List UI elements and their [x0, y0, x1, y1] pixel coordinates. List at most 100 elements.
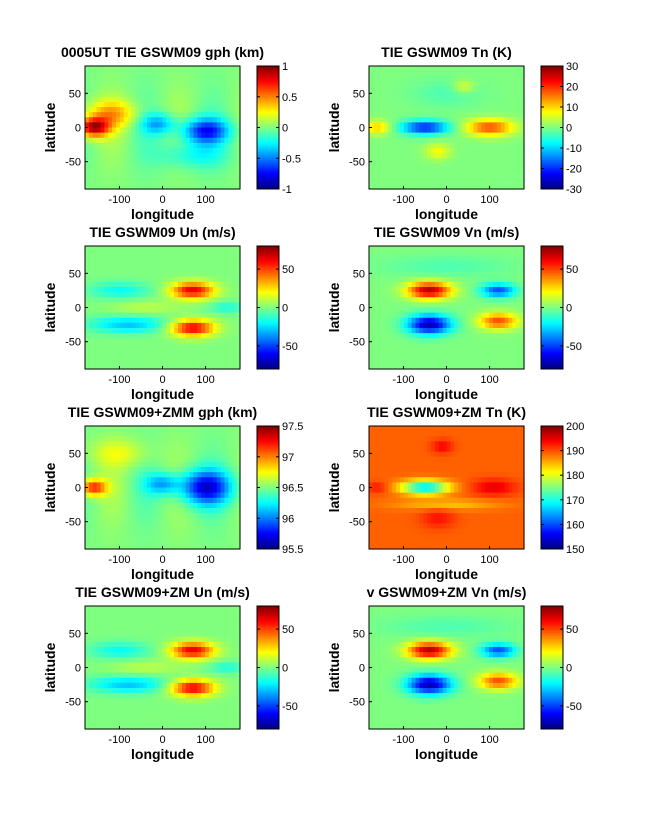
heatmap-cell [123, 86, 129, 93]
heatmap-cell [212, 173, 218, 180]
heatmap-cell [369, 81, 374, 88]
heatmap-cell [438, 132, 444, 139]
heatmap-cell [442, 137, 448, 144]
heatmap-cell [135, 502, 140, 509]
heatmap-cell [454, 266, 459, 273]
heatmap-cell [119, 101, 125, 108]
heatmap-cell [174, 528, 179, 535]
heatmap-cell [143, 86, 148, 93]
heatmap-cell [205, 451, 210, 458]
heatmap-cell [147, 256, 152, 262]
heatmap-cell [369, 281, 374, 288]
heatmap-cell [166, 71, 171, 77]
heatmap-cell [116, 66, 121, 72]
heatmap-cell [150, 96, 156, 103]
heatmap-cell [493, 281, 498, 288]
heatmap-cell [407, 271, 413, 278]
heatmap-cell [496, 142, 502, 149]
heatmap-cell [415, 256, 420, 262]
heatmap-cell [376, 107, 382, 113]
heatmap-cell [450, 353, 455, 360]
heatmap-cell [372, 251, 378, 257]
colorbar-swatch [541, 320, 563, 324]
heatmap-cell [158, 328, 164, 334]
heatmap-cell [481, 148, 486, 154]
heatmap-cell [520, 101, 525, 108]
heatmap-cell [127, 446, 133, 453]
heatmap-cell [100, 343, 105, 350]
heatmap-cell [427, 317, 432, 324]
heatmap-cell [431, 251, 436, 257]
heatmap-cell [212, 307, 218, 314]
heatmap-cell [150, 467, 156, 473]
heatmap-cell [481, 91, 486, 98]
heatmap-cell [158, 348, 164, 355]
heatmap-cell [119, 271, 125, 278]
heatmap-cell [520, 178, 525, 185]
heatmap-cell [104, 271, 109, 278]
heatmap-cell [158, 153, 164, 159]
heatmap-cell [158, 482, 164, 489]
heatmap-cell [228, 343, 233, 350]
colorbar-swatch [541, 106, 563, 109]
heatmap-cell [127, 528, 133, 535]
heatmap-cell [143, 266, 148, 273]
heatmap-cell [112, 148, 117, 154]
heatmap-cell [162, 246, 167, 252]
heatmap-cell [166, 502, 171, 509]
colorbar-swatch [541, 179, 563, 182]
heatmap-cell [415, 292, 420, 298]
colorbar-swatch [541, 263, 563, 266]
heatmap-cell [193, 183, 198, 190]
heatmap-cell [112, 513, 117, 519]
heatmap-cell [376, 307, 382, 314]
heatmap-cell [372, 256, 378, 262]
heatmap-cell [201, 328, 206, 334]
heatmap-cell [100, 256, 105, 262]
heatmap-cell [209, 312, 214, 319]
heatmap-cell [119, 183, 125, 190]
heatmap-cell [434, 153, 440, 159]
heatmap-cell [88, 96, 94, 103]
heatmap-cell [431, 363, 436, 370]
heatmap-cell [131, 472, 136, 478]
heatmap-cell [85, 333, 90, 339]
heatmap-cell [469, 256, 475, 262]
heatmap-cell [123, 122, 129, 129]
heatmap-cell [520, 322, 525, 329]
heatmap-cell [174, 261, 179, 268]
heatmap-cell [442, 312, 448, 319]
heatmap-cell [116, 502, 121, 509]
heatmap-cell [500, 173, 506, 180]
heatmap-cell [108, 173, 113, 180]
heatmap-cell [170, 271, 175, 278]
heatmap-cell [158, 461, 164, 468]
heatmap-cell [454, 101, 459, 108]
heatmap-cell [205, 467, 210, 473]
heatmap-cell [131, 343, 136, 350]
colorbar-swatch [541, 355, 563, 358]
heatmap-cell [496, 112, 502, 118]
heatmap-cell [197, 533, 202, 540]
heatmap-cell [392, 312, 397, 319]
heatmap-cell [119, 492, 125, 499]
heatmap-cell [380, 142, 386, 149]
heatmap-cell [236, 158, 241, 164]
heatmap-cell [131, 492, 136, 499]
heatmap-cell [508, 246, 513, 252]
heatmap-cell [108, 426, 113, 432]
heatmap-cell [116, 513, 121, 519]
heatmap-cell [493, 266, 498, 273]
heatmap-cell [232, 158, 237, 164]
colorbar-swatch [541, 297, 563, 301]
heatmap-cell [127, 107, 133, 113]
heatmap-cell [485, 281, 490, 288]
heatmap-cell [419, 132, 424, 139]
heatmap-cell [442, 292, 448, 298]
heatmap-cell [228, 363, 233, 370]
heatmap-cell [446, 302, 451, 309]
heatmap-cell [473, 158, 479, 164]
heatmap-cell [189, 271, 195, 278]
heatmap-cell [150, 487, 156, 494]
heatmap-cell [228, 281, 233, 288]
